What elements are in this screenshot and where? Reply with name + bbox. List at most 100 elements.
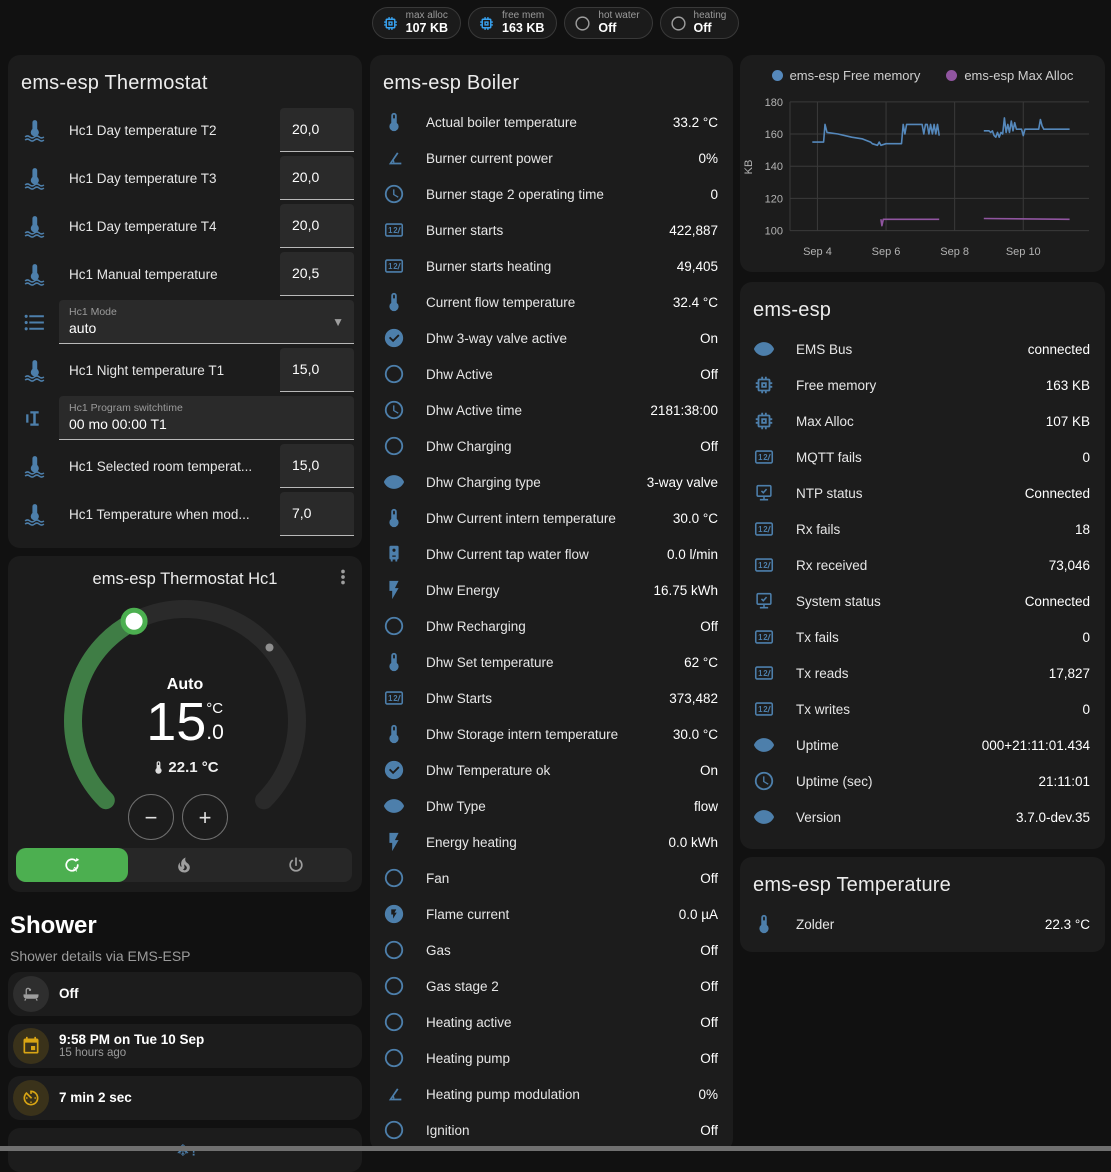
svg-text:180: 180 [765,97,783,109]
number-input[interactable]: 20,0 [280,108,354,152]
entity-row[interactable]: 1 2 Rx received 73,046 [740,547,1105,583]
entity-row[interactable]: 1 2 Tx reads 17,827 [740,655,1105,691]
eye-icon [383,795,405,817]
header-chip[interactable]: max alloc 107 KB [371,7,462,39]
entity-label: Dhw Set temperature [426,654,554,670]
entity-row[interactable]: Uptime (sec) 21:11:01 [740,763,1105,799]
text-input[interactable]: Hc1 Program switchtime 00 mo 00:00 T1 [59,396,354,440]
entity-value: 0.0 l/min [666,546,718,562]
timer-icon [21,1088,41,1108]
legend-item[interactable]: ems-esp Free memory [771,68,920,83]
check-circle-icon [383,759,405,781]
entity-row[interactable]: Dhw Type flow [370,788,733,824]
entity-row[interactable]: Dhw Recharging Off [370,608,733,644]
entity-row[interactable]: Zolder 22.3 °C [740,906,1105,942]
entity-row[interactable]: Flame current 0.0 µA [370,896,733,932]
entity-row[interactable]: Heating pump modulation 0% [370,1076,733,1112]
entity-label: Rx fails [796,521,841,537]
entity-row[interactable]: 1 2 Dhw Starts 373,482 [370,680,733,716]
entity-value: Off [700,1050,718,1066]
number-input[interactable]: 20,0 [280,204,354,248]
chart-plot: 100 120 140 160 180 Sep 4 Sep 6 Sep 8 Sep 10 KB [740,87,1105,270]
dial-knob[interactable] [120,607,148,635]
entity-row[interactable]: Gas stage 2 Off [370,968,733,1004]
entity-value: Off [700,618,718,634]
entity-row[interactable]: Burner current power 0% [370,140,733,176]
entity-row[interactable]: Dhw Energy 16.75 kWh [370,572,733,608]
hvac-mode-power-button[interactable] [240,848,352,882]
entity-row[interactable]: Dhw Temperature ok On [370,752,733,788]
number-input[interactable]: 20,5 [280,252,354,296]
entity-row[interactable]: Dhw Active Off [370,356,733,392]
entity-row[interactable]: 1 2 Tx fails 0 [740,619,1105,655]
water-boiler-icon [383,543,405,565]
entity-value: On [699,330,718,346]
entity-value: 21:11:01 [1038,773,1090,789]
thermometer-water-icon [22,358,47,383]
entity-label: Zolder [796,916,835,932]
entity-value: 0 [1082,449,1090,465]
entity-row[interactable]: Fan Off [370,860,733,896]
shower-tile[interactable]: 9:58 PM on Tue 10 Sep 15 hours ago [8,1024,362,1068]
header-chip[interactable]: heating Off [659,7,740,39]
shower-tile[interactable]: Off [8,972,362,1016]
line-chart: 100 120 140 160 180 Sep 4 Sep 6 Sep 8 Sep 10 KB [743,97,1089,258]
entity-row[interactable]: NTP status Connected [740,475,1105,511]
svg-text:2: 2 [393,694,398,703]
entity-row[interactable]: Dhw Charging Off [370,428,733,464]
entity-row[interactable]: 1 2 Rx fails 18 [740,511,1105,547]
thermostat-dial-card: ems-esp Thermostat Hc1 Auto 15 °C .0 22.… [8,556,362,892]
entity-row[interactable]: Dhw Storage intern temperature 30.0 °C [370,716,733,752]
entity-row[interactable]: 1 2 Tx writes 0 [740,691,1105,727]
shower-tile[interactable]: 7 min 2 sec [8,1076,362,1120]
entity-row[interactable]: Energy heating 0.0 kWh [370,824,733,860]
number-input[interactable]: 15,0 [280,444,354,488]
number-input[interactable]: 20,0 [280,156,354,200]
entity-row[interactable]: Version 3.7.0-dev.35 [740,799,1105,835]
entity-row[interactable]: Dhw Current tap water flow 0.0 l/min [370,536,733,572]
entity-row[interactable]: Ignition Off [370,1112,733,1148]
entity-row[interactable]: Burner stage 2 operating time 0 [370,176,733,212]
entity-row[interactable]: Max Alloc 107 KB [740,403,1105,439]
entity-value: 62 °C [684,654,718,670]
entity-row[interactable]: Dhw Set temperature 62 °C [370,644,733,680]
setting-label: Hc1 Night temperature T1 [69,362,225,378]
number-input[interactable]: 15,0 [280,348,354,392]
header-chip[interactable]: free mem 163 KB [468,7,558,39]
number-input[interactable]: 7,0 [280,492,354,536]
legend-item[interactable]: ems-esp Max Alloc [946,68,1073,83]
entity-row[interactable]: Current flow temperature 32.4 °C [370,284,733,320]
thermostat-dial[interactable] [8,586,362,856]
entity-row[interactable]: Dhw Current intern temperature 30.0 °C [370,500,733,536]
header-chip[interactable]: hot water Off [564,7,653,39]
entity-row[interactable]: System status Connected [740,583,1105,619]
mode-select[interactable]: Hc1 Mode auto ▼ [59,300,354,344]
entity-value: 33.2 °C [672,114,718,130]
flash-icon [383,579,405,601]
entity-row[interactable]: Free memory 163 KB [740,367,1105,403]
entity-row[interactable]: 1 2 Burner starts heating 49,405 [370,248,733,284]
entity-row[interactable]: Actual boiler temperature 33.2 °C [370,104,733,140]
tile-text: 7 min 2 sec [59,1090,132,1106]
dots-vertical-icon[interactable] [332,566,354,588]
hvac-mode-auto-button[interactable]: A [16,848,128,882]
entity-row[interactable]: Heating pump Off [370,1040,733,1076]
entity-row[interactable]: Dhw Active time 2181:38:00 [370,392,733,428]
entity-row[interactable]: Uptime 000+21:11:01.434 [740,727,1105,763]
entity-row[interactable]: Heating active Off [370,1004,733,1040]
entity-row[interactable]: 1 2 Burner starts 422,887 [370,212,733,248]
entity-row[interactable]: Dhw 3-way valve active On [370,320,733,356]
entity-value: 30.0 °C [672,510,718,526]
circle-outline-icon [383,867,405,889]
entity-row[interactable]: Dhw Charging type 3-way valve [370,464,733,500]
entity-row[interactable]: 1 2 MQTT fails 0 [740,439,1105,475]
entity-row[interactable]: Gas Off [370,932,733,968]
temp-decrease-button[interactable]: − [128,794,174,840]
entity-label: Dhw Charging type [426,474,541,490]
legend-label: ems-esp Max Alloc [964,67,1074,83]
entity-value: 163 KB [1045,377,1090,393]
entity-row[interactable]: EMS Bus connected [740,331,1105,367]
hvac-mode-fire-button[interactable] [128,848,240,882]
temp-increase-button[interactable]: + [182,794,228,840]
